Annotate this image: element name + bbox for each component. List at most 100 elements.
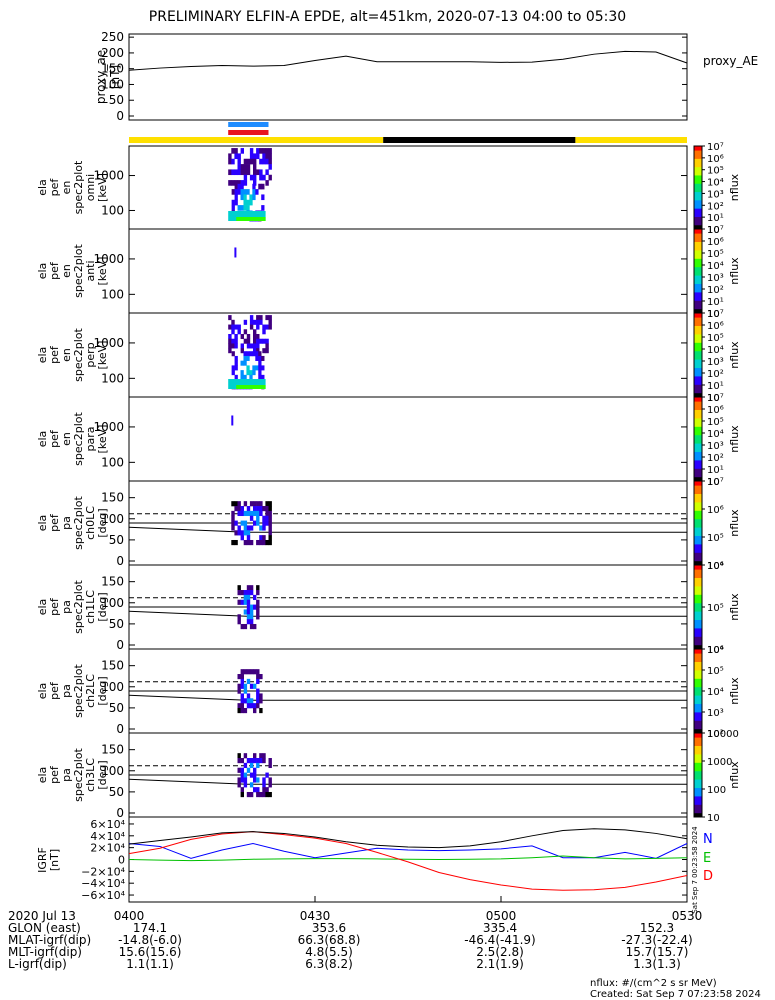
colorbar-cell — [694, 613, 702, 616]
spectrum-pixel — [259, 707, 263, 714]
colorbar-cell — [694, 581, 702, 585]
spectrum-pixel — [234, 343, 238, 349]
panel-spec_anti: 100 1000 ela pef en spec2plot anti [keV] — [36, 228, 688, 314]
spectrum-pixel — [234, 194, 238, 201]
spectrum-pixel — [240, 348, 244, 354]
colorbar-cell — [694, 481, 702, 484]
colorbar-cell — [694, 401, 702, 404]
spectrum-pixel — [240, 693, 244, 699]
colorbar-cell — [694, 796, 702, 799]
colorbar-cell — [694, 392, 702, 396]
colorbar-cell — [694, 216, 702, 220]
panel-ylabel: pef — [48, 597, 61, 616]
colorbar-cell — [694, 701, 702, 704]
colorbar-tick-label: 10³ — [707, 273, 724, 284]
spectrum-pixel — [228, 338, 232, 344]
spectrum-pixel — [259, 510, 263, 517]
colorbar-cell — [694, 436, 702, 440]
colorbar-tick-label: 10³ — [707, 708, 724, 719]
spectrum-pixel — [237, 767, 241, 773]
colorbar-cell — [694, 355, 702, 358]
colorbar-cell — [694, 336, 702, 339]
spectrum-pixel — [268, 510, 272, 517]
proxy-ae-tick-label: 0 — [116, 109, 124, 123]
colorbar-cell — [694, 497, 702, 501]
spectrum-pixel — [256, 688, 260, 694]
colorbar-cell — [694, 472, 702, 476]
panel-ylabel: pef — [48, 513, 61, 532]
igrf-ytick-label: 0 — [118, 854, 125, 867]
igrf-legend-e: E — [703, 851, 711, 866]
spectrum-pixel — [262, 153, 266, 160]
spectrum-pixel — [265, 343, 269, 349]
colorbar-cell — [694, 206, 702, 209]
colorbar-cell — [694, 177, 702, 180]
spectrum-pixel — [259, 535, 263, 541]
ephemeris-row-label: GLON (east) — [8, 921, 81, 935]
colorbar-cell — [694, 386, 702, 389]
colorbar-cell — [694, 686, 702, 690]
colorbar-tick-label: 10⁴ — [707, 261, 724, 272]
ephemeris-value: 66.3(68.8) — [298, 933, 361, 947]
colorbar-cell — [694, 202, 702, 205]
colorbar-tick-label: 10⁴ — [707, 687, 724, 698]
spectrum-pixel — [243, 669, 248, 675]
spectrum-pixel — [246, 365, 250, 371]
panel-frame — [128, 228, 688, 314]
spectrum-pixel — [259, 315, 263, 321]
colorbar-cell — [694, 684, 702, 688]
ephemeris-value: 4.8(5.5) — [305, 945, 353, 959]
spectrum-pixel — [262, 506, 266, 512]
spectrum-pixel — [256, 669, 260, 675]
colorbar-cell — [694, 464, 702, 467]
spectrum-pixel — [231, 324, 235, 330]
colorbar-cell — [694, 529, 702, 532]
ephemeris-row-label: MLT-igrf(dip) — [8, 945, 82, 959]
panel-ylabel: [deg] — [96, 592, 109, 621]
colorbar-tick-label: 10⁶ — [707, 561, 724, 572]
spectrum-pixel — [249, 501, 254, 507]
spectrum-pixel — [243, 525, 248, 531]
colorbar-cell — [694, 712, 702, 715]
colorbar-cell — [694, 327, 702, 331]
spectrum-pixel — [265, 539, 269, 546]
spectrum-pixel — [256, 343, 260, 349]
spectrum-pixel — [259, 501, 263, 507]
spectrum-pixel — [249, 762, 254, 769]
spectrum-pixel — [237, 506, 241, 512]
spectrum-pixel — [249, 194, 253, 201]
spectrum-pixel — [228, 169, 232, 176]
spectrum-pixel — [243, 180, 248, 186]
colorbar-cell — [694, 273, 702, 276]
spectrum-pixel — [246, 678, 251, 685]
spectrum-pixel — [246, 525, 251, 531]
spectrum-pixel — [253, 767, 257, 773]
colorbar-cell — [694, 621, 702, 625]
spectrum-pixel — [243, 194, 247, 201]
colorbar-cell — [694, 256, 702, 259]
colorbar-cell — [694, 407, 702, 410]
panel-ylabel: spec2plot — [72, 748, 85, 802]
colorbar-cell — [694, 310, 702, 314]
igrf-line-n — [128, 842, 688, 859]
colorbar-cell — [694, 623, 702, 627]
colorbar-cell — [694, 313, 702, 316]
colorbar-cell — [694, 260, 702, 263]
colorbar-tick-label: 10⁵ — [707, 533, 724, 544]
colorbar-cell — [694, 365, 702, 368]
colorbar-cell — [694, 478, 702, 482]
spectrum-pixel — [246, 767, 251, 773]
spectrum-pixel — [249, 351, 253, 357]
panel-ylabel: en — [60, 348, 73, 362]
spectrum-pixel — [256, 348, 260, 354]
spectrum-pixel — [231, 343, 235, 349]
spectrum-pixel — [228, 158, 232, 165]
colorbar-cell — [694, 415, 702, 419]
colorbar-cell — [694, 737, 702, 740]
spectrum-pixel — [240, 703, 244, 709]
colorbar-cell — [694, 283, 702, 287]
colorbar-cell — [694, 695, 702, 698]
panel-ylabel: ela — [36, 263, 49, 280]
colorbar-pa_ch2: 10² 10³ 10⁴ 10⁵ 10⁶ nflux — [693, 645, 741, 740]
